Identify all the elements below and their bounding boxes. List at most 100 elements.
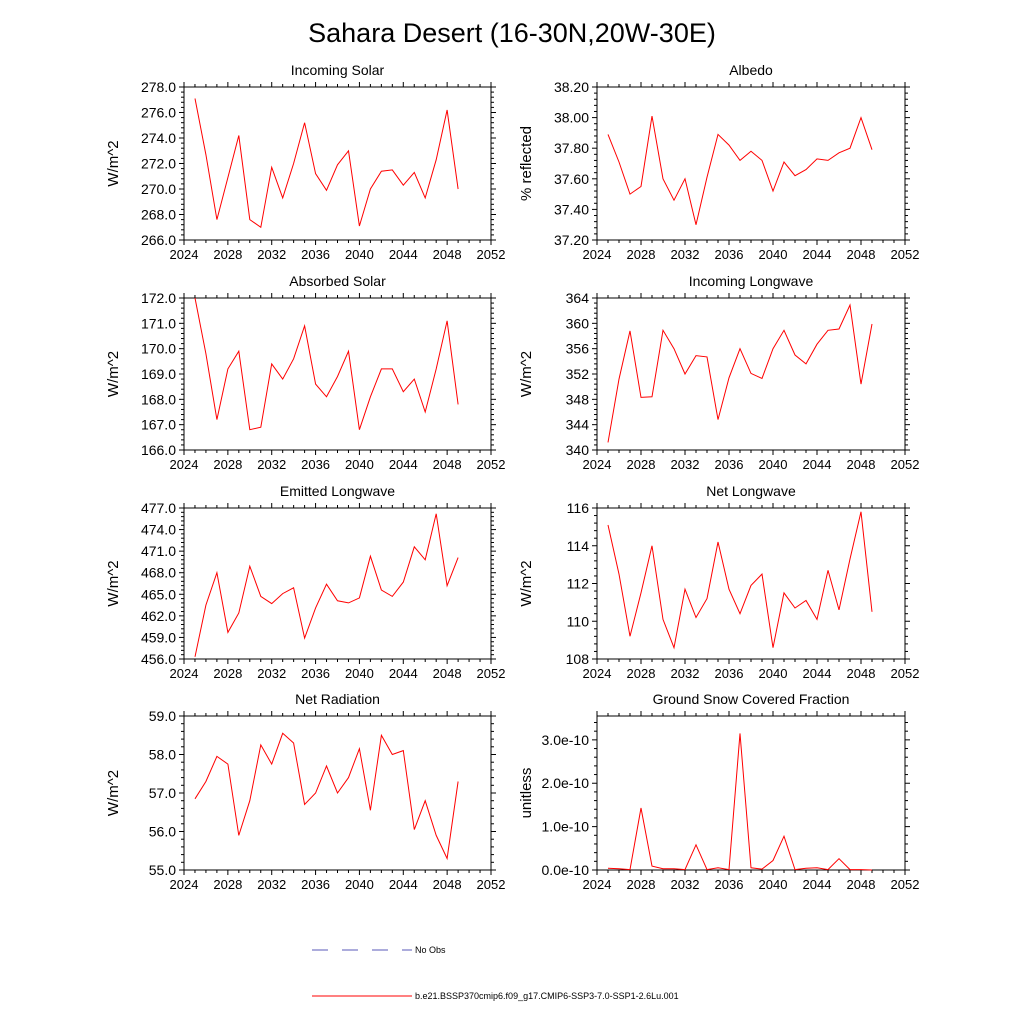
ground-snow-covered-fraction-series-line xyxy=(607,733,873,871)
net-radiation-xtick-label: 2044 xyxy=(389,877,418,892)
incoming-longwave-xtick-label: 2048 xyxy=(847,457,876,472)
net-radiation-xtick-label: 2024 xyxy=(170,877,199,892)
emitted-longwave-ytick-label: 459.0 xyxy=(141,629,176,645)
ground-snow-covered-fraction-ytick-label: 0.0e-10 xyxy=(542,862,590,878)
incoming-longwave-series-line xyxy=(607,303,873,443)
figure-title: Sahara Desert (16-30N,20W-30E) xyxy=(308,18,716,48)
net-longwave-xtick-label: 2032 xyxy=(671,666,700,681)
net-longwave-ytick-label: 114 xyxy=(567,538,590,554)
emitted-longwave-ytick-label: 474.0 xyxy=(141,522,176,538)
ground-snow-covered-fraction-xtick-label: 2032 xyxy=(671,877,700,892)
emitted-longwave-series-line xyxy=(194,513,459,657)
chart-panels: 2024 2028 2032 2036 2040 2044 2048 2052 266.0 268… xyxy=(105,62,919,892)
incoming-solar-title: Incoming Solar xyxy=(291,62,385,78)
incoming-solar-ytick-label: 272.0 xyxy=(141,156,176,172)
incoming-longwave-xtick-label: 2024 xyxy=(583,457,612,472)
incoming-solar-xtick-label: 2052 xyxy=(477,247,506,262)
albedo-ylabel: % reflected xyxy=(518,126,535,201)
absorbed-solar-xtick-label: 2040 xyxy=(345,457,374,472)
incoming-solar-ytick-label: 274.0 xyxy=(141,130,176,146)
panel-incoming-solar: 2024 2028 2032 2036 2040 2044 2048 2052 266.0 268… xyxy=(105,62,505,262)
net-radiation-title: Net Radiation xyxy=(295,691,380,707)
emitted-longwave-xtick-label: 2052 xyxy=(477,666,506,681)
albedo-ytick-label: 37.40 xyxy=(554,201,589,217)
albedo-ytick-label: 38.00 xyxy=(554,110,589,126)
emitted-longwave-ylabel: W/m^2 xyxy=(105,560,122,606)
net-longwave-ylabel: W/m^2 xyxy=(518,560,535,606)
incoming-longwave-frame xyxy=(596,297,906,451)
net-radiation-ytick-label: 56.0 xyxy=(149,824,176,840)
incoming-longwave-ytick-label: 356 xyxy=(566,341,590,357)
incoming-solar-series-line xyxy=(194,98,459,229)
absorbed-solar-xtick-label: 2032 xyxy=(257,457,286,472)
absorbed-solar-xtick-label: 2048 xyxy=(433,457,462,472)
net-radiation-xtick-label: 2052 xyxy=(477,877,506,892)
absorbed-solar-xtick-label: 2024 xyxy=(170,457,199,472)
incoming-solar-xtick-label: 2036 xyxy=(301,247,330,262)
ground-snow-covered-fraction-xtick-label: 2024 xyxy=(583,877,612,892)
incoming-longwave-ytick-label: 352 xyxy=(566,366,590,382)
net-longwave-xtick-label: 2028 xyxy=(627,666,656,681)
albedo-frame xyxy=(596,86,906,241)
net-radiation-xtick-label: 2036 xyxy=(301,877,330,892)
emitted-longwave-ytick-label: 471.0 xyxy=(141,543,176,559)
net-radiation-xtick-label: 2028 xyxy=(213,877,242,892)
incoming-longwave-ytick-label: 340 xyxy=(566,442,590,458)
incoming-longwave-ytick-label: 344 xyxy=(566,417,590,433)
net-longwave-title: Net Longwave xyxy=(706,483,796,499)
net-radiation-ytick-label: 55.0 xyxy=(149,862,176,878)
incoming-solar-xtick-label: 2028 xyxy=(213,247,242,262)
albedo-title: Albedo xyxy=(729,62,773,78)
emitted-longwave-xtick-label: 2032 xyxy=(257,666,286,681)
incoming-solar-xtick-label: 2024 xyxy=(170,247,199,262)
incoming-solar-xtick-label: 2044 xyxy=(389,247,418,262)
emitted-longwave-ytick-label: 465.0 xyxy=(141,586,176,602)
emitted-longwave-xtick-label: 2024 xyxy=(170,666,199,681)
incoming-longwave-xtick-label: 2052 xyxy=(891,457,920,472)
absorbed-solar-xtick-label: 2044 xyxy=(389,457,418,472)
legend-model-label: b.e21.BSSP370cmip6.f09_g17.CMIP6-SSP3-7.… xyxy=(415,991,679,1001)
net-longwave-xtick-label: 2048 xyxy=(847,666,876,681)
albedo-xtick-label: 2052 xyxy=(891,247,920,262)
albedo-ytick-label: 37.60 xyxy=(554,171,589,187)
absorbed-solar-xtick-label: 2028 xyxy=(213,457,242,472)
net-longwave-xtick-label: 2044 xyxy=(803,666,832,681)
incoming-solar-ytick-label: 276.0 xyxy=(141,105,176,121)
absorbed-solar-ytick-label: 171.0 xyxy=(141,315,176,331)
incoming-solar-ytick-label: 278.0 xyxy=(141,79,176,95)
legend-obs-label: No Obs xyxy=(415,945,446,955)
panel-incoming-longwave: 2024 2028 2032 2036 2040 2044 2048 2052 340 344 34… xyxy=(518,273,919,472)
incoming-longwave-ytick-label: 348 xyxy=(566,391,590,407)
albedo-ytick-label: 37.20 xyxy=(554,232,589,248)
incoming-longwave-xtick-label: 2040 xyxy=(759,457,788,472)
net-longwave-xtick-label: 2036 xyxy=(715,666,744,681)
incoming-solar-ytick-label: 266.0 xyxy=(141,232,176,248)
ground-snow-covered-fraction-xtick-label: 2044 xyxy=(803,877,832,892)
emitted-longwave-ytick-label: 468.0 xyxy=(141,565,176,581)
emitted-longwave-xtick-label: 2028 xyxy=(213,666,242,681)
incoming-solar-xtick-label: 2040 xyxy=(345,247,374,262)
net-longwave-ytick-label: 108 xyxy=(566,651,590,667)
incoming-longwave-ylabel: W/m^2 xyxy=(518,351,535,397)
incoming-solar-ylabel: W/m^2 xyxy=(105,140,122,186)
albedo-xtick-label: 2048 xyxy=(847,247,876,262)
panel-net-radiation: 2024 2028 2032 2036 2040 2044 2048 2052 55.0 56.0… xyxy=(105,691,505,892)
absorbed-solar-ylabel: W/m^2 xyxy=(105,351,122,397)
net-radiation-ytick-label: 57.0 xyxy=(149,785,176,801)
absorbed-solar-ytick-label: 170.0 xyxy=(141,341,176,357)
absorbed-solar-ytick-label: 166.0 xyxy=(141,442,176,458)
absorbed-solar-ytick-label: 172.0 xyxy=(141,290,176,306)
emitted-longwave-ytick-label: 462.0 xyxy=(141,608,176,624)
incoming-longwave-xtick-label: 2032 xyxy=(671,457,700,472)
incoming-solar-xtick-label: 2048 xyxy=(433,247,462,262)
net-longwave-xtick-label: 2024 xyxy=(583,666,612,681)
net-longwave-ytick-label: 112 xyxy=(567,576,590,592)
absorbed-solar-frame xyxy=(183,297,492,451)
incoming-longwave-xtick-label: 2036 xyxy=(715,457,744,472)
ground-snow-covered-fraction-ytick-label: 2.0e-10 xyxy=(542,775,590,791)
ground-snow-covered-fraction-xtick-label: 2048 xyxy=(847,877,876,892)
ground-snow-covered-fraction-xtick-label: 2052 xyxy=(891,877,920,892)
incoming-longwave-xtick-label: 2028 xyxy=(627,457,656,472)
absorbed-solar-ytick-label: 169.0 xyxy=(141,366,176,382)
net-longwave-xtick-label: 2052 xyxy=(891,666,920,681)
